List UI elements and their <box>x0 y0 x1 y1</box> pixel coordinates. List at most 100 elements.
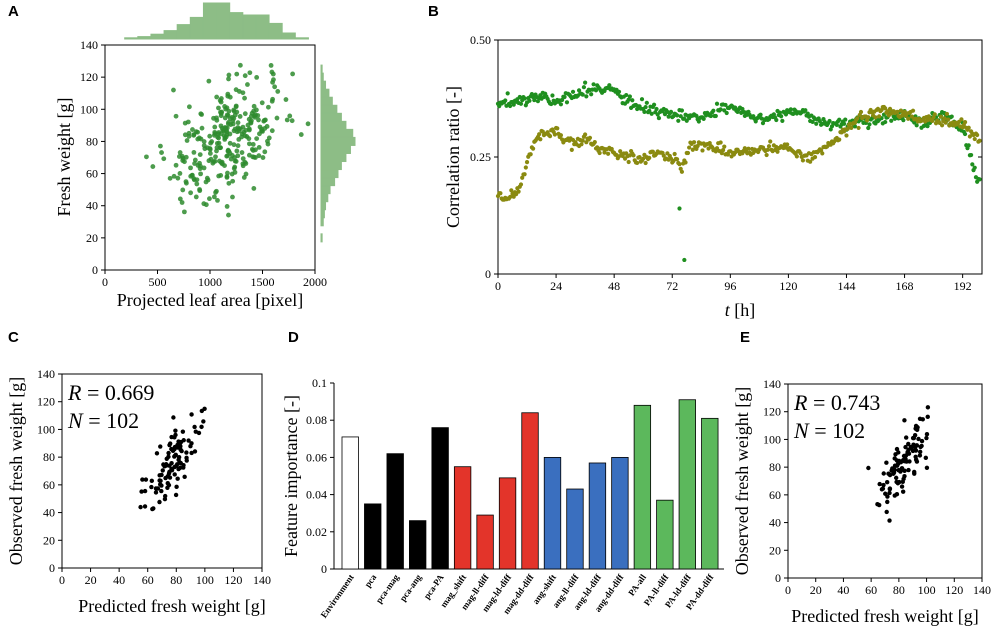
series-point-green <box>758 112 763 117</box>
series-point-green <box>630 98 635 103</box>
data-point <box>260 155 266 160</box>
series-point-olive <box>873 115 878 120</box>
panel-a: 0 500 1000 1500 2000 0 20 40 60 80 100 120 140 Projec… <box>54 2 356 310</box>
marginal-y-bar <box>320 104 338 114</box>
data-point <box>151 506 156 511</box>
x-tick-label: 100 <box>918 583 936 597</box>
data-point <box>224 129 230 135</box>
data-point <box>202 406 207 412</box>
data-point <box>224 204 230 209</box>
marginal-x-bar <box>163 30 178 40</box>
data-point <box>210 160 216 166</box>
series-point-green <box>647 108 652 113</box>
data-point <box>216 105 221 111</box>
data-point <box>236 89 242 94</box>
data-point <box>894 446 900 452</box>
data-point <box>917 449 923 455</box>
series-point-olive <box>677 162 682 167</box>
data-point <box>250 154 256 160</box>
series-point-green <box>643 104 648 110</box>
marginal-x-bar <box>281 32 296 40</box>
data-point <box>201 201 207 207</box>
bar-ang-shift <box>543 456 562 570</box>
data-point <box>157 482 163 487</box>
series-point-green <box>522 96 527 101</box>
series-point-green <box>774 117 779 123</box>
data-point <box>240 163 246 169</box>
series-point-olive <box>800 158 806 163</box>
series-point-olive <box>690 147 695 152</box>
data-point <box>259 128 265 134</box>
series-point-green <box>679 108 685 113</box>
marginal-x-bar <box>150 33 165 40</box>
data-point <box>189 412 194 417</box>
series-point-green <box>867 122 872 127</box>
x-tick-label: 80 <box>170 573 182 587</box>
data-point <box>204 175 210 181</box>
series-point-green <box>642 109 647 114</box>
data-point <box>885 499 890 505</box>
panel-letter-a: A <box>8 3 19 20</box>
data-point <box>222 104 228 109</box>
y-tick-label: 0 <box>321 562 327 576</box>
data-point <box>254 136 260 142</box>
y-axis-label: Feature importance [-] <box>281 395 301 557</box>
data-point <box>162 493 168 499</box>
data-point <box>205 145 210 151</box>
data-point <box>201 139 207 144</box>
marginal-x-bar <box>216 2 231 40</box>
data-point <box>189 450 194 456</box>
n-annotation: N = 102 <box>67 408 139 433</box>
data-point <box>191 132 197 137</box>
series-point-green <box>783 112 789 117</box>
data-point <box>903 435 909 440</box>
series-point-olive <box>498 191 503 196</box>
series-point-olive <box>849 125 854 130</box>
series-point-green <box>644 100 649 105</box>
panel-c: 0 20 40 60 80 100 120 140 0 20 40 60 80 100 120 140 R = … <box>6 367 271 616</box>
category-label: pca-ang <box>398 572 424 603</box>
data-point <box>884 509 889 515</box>
panel-b: 0 24 48 72 96 120 144 168 192 0 0.25 0.50 t [h] Corre… <box>443 33 983 320</box>
data-point <box>251 103 257 109</box>
data-point <box>188 444 193 449</box>
data-point <box>203 179 209 185</box>
y-tick-label: 100 <box>763 432 781 446</box>
data-point <box>169 434 174 440</box>
series-point-olive <box>538 137 543 142</box>
series-point-green <box>583 80 588 85</box>
marginal-y-bar <box>320 209 325 219</box>
series-point-green <box>829 124 835 129</box>
series-point-green <box>972 165 977 170</box>
series-point-olive <box>714 146 720 151</box>
data-point <box>201 419 206 424</box>
data-point <box>268 63 274 68</box>
y-axis-label: Observed fresh weight [g] <box>6 377 26 565</box>
data-point <box>199 424 204 430</box>
y-tick-label: 140 <box>37 367 55 381</box>
series-point-olive <box>508 194 513 200</box>
plot-frame <box>497 39 983 275</box>
x-tick-label: 140 <box>973 583 991 597</box>
data-point <box>884 460 889 465</box>
data-point <box>915 425 920 430</box>
data-point <box>169 467 175 473</box>
y-tick-label: 0.1 <box>312 376 327 390</box>
data-point <box>887 518 892 523</box>
data-point <box>894 492 900 497</box>
series-point-olive <box>637 155 642 160</box>
data-point <box>231 115 237 121</box>
data-point <box>902 418 907 423</box>
category-label: pca-mag <box>374 572 401 605</box>
panel-e: 0 20 40 60 80 100 120 140 0 20 40 60 80 100 120 140 R = … <box>732 377 991 626</box>
data-point <box>919 443 924 449</box>
data-point <box>913 448 919 453</box>
series-point-olive <box>942 116 947 121</box>
x-tick-label: 20 <box>810 583 822 597</box>
data-point <box>176 457 181 462</box>
data-point <box>183 180 189 186</box>
data-point <box>227 140 233 146</box>
series-point-olive <box>939 123 945 128</box>
series-point-green <box>711 108 716 113</box>
